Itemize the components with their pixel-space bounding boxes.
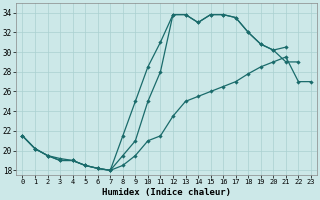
X-axis label: Humidex (Indice chaleur): Humidex (Indice chaleur): [102, 188, 231, 197]
